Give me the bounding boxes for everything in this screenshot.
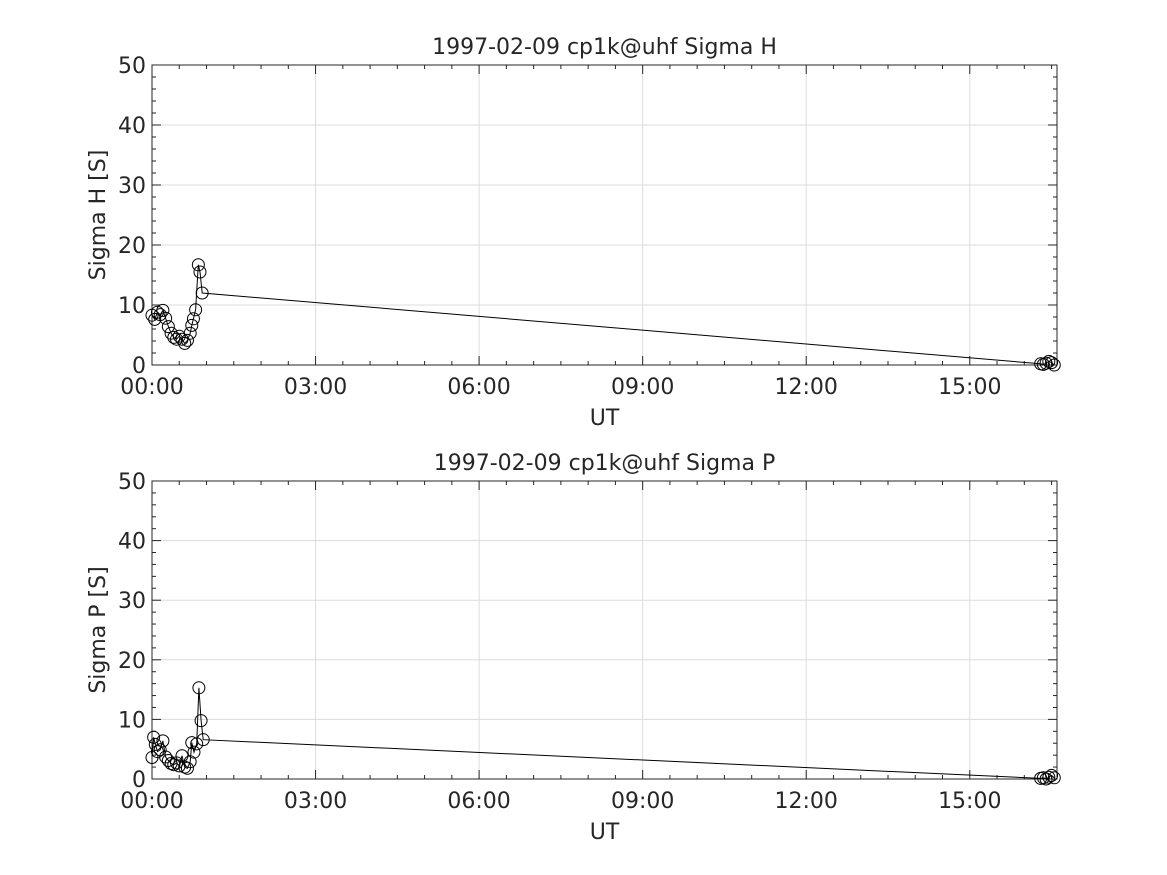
- data-point: [1045, 356, 1059, 370]
- series-line: [151, 264, 1055, 366]
- data-point: [193, 265, 207, 279]
- y-tick-label: 30: [118, 174, 146, 199]
- data-point: [196, 733, 210, 747]
- data-point: [195, 286, 209, 300]
- data-point: [185, 318, 199, 332]
- axes-frame: [151, 64, 1058, 366]
- data-point: [167, 330, 181, 344]
- data-point: [156, 734, 170, 748]
- y-tick-label: 50: [118, 470, 146, 495]
- x-tick-label: 03:00: [284, 375, 347, 400]
- x-tick-label: 12:00: [775, 375, 838, 400]
- y-tick-label: 50: [118, 54, 146, 79]
- data-point: [156, 303, 170, 317]
- data-point: [190, 737, 204, 751]
- x-tick-label: 12:00: [775, 789, 838, 814]
- data-point: [1042, 770, 1056, 784]
- y-tick-label: 20: [118, 234, 146, 259]
- data-point: [1045, 768, 1059, 782]
- data-point: [148, 737, 162, 751]
- y-tick-label: 40: [118, 114, 146, 139]
- data-point: [183, 755, 197, 769]
- y-tick-label: 20: [118, 649, 146, 674]
- x-tick-label: 03:00: [284, 789, 347, 814]
- x-tick-label: 09:00: [611, 375, 674, 400]
- x-tick-label: 15:00: [938, 789, 1001, 814]
- data-point: [180, 761, 194, 775]
- x-axis-label: UT: [590, 820, 620, 845]
- data-point: [1047, 771, 1061, 785]
- data-point: [192, 681, 206, 695]
- data-point: [194, 714, 208, 728]
- data-point: [159, 750, 173, 764]
- chart-title: 1997-02-09 cp1k@uhf Sigma P: [434, 451, 775, 476]
- data-point: [159, 311, 173, 325]
- x-tick-label: 15:00: [938, 375, 1001, 400]
- x-tick-label: 09:00: [611, 789, 674, 814]
- data-point: [167, 758, 181, 772]
- data-point: [178, 336, 192, 350]
- x-tick-label: 06:00: [447, 789, 510, 814]
- chart-title: 1997-02-09 cp1k@uhf Sigma H: [432, 35, 777, 60]
- axes-frame: [151, 480, 1058, 780]
- data-point: [1047, 358, 1061, 372]
- y-axis-label: Sigma P [S]: [86, 566, 111, 693]
- data-point: [187, 745, 201, 759]
- x-tick-label: 00:00: [120, 789, 183, 814]
- data-point: [180, 333, 194, 347]
- y-tick-label: 10: [118, 708, 146, 733]
- data-point: [1039, 356, 1053, 370]
- data-point: [183, 326, 197, 340]
- data-point: [186, 312, 200, 326]
- chart-panel-1: 0 10 20 30 40 50 00:00 03:00 06:00 09:00 12:00 15:0…: [86, 35, 1061, 431]
- y-tick-label: 30: [118, 589, 146, 614]
- chart-panel-2: 0 10 20 30 40 50 00:00 03:00 06:00 09:00 12:00 15:0…: [86, 451, 1061, 845]
- x-axis-label: UT: [590, 406, 620, 431]
- data-point: [161, 320, 175, 334]
- y-tick-label: 40: [118, 530, 146, 555]
- y-tick-label: 0: [132, 768, 146, 793]
- y-tick-label: 10: [118, 294, 146, 319]
- x-tick-label: 00:00: [120, 375, 183, 400]
- data-point: [170, 332, 184, 346]
- y-tick-label: 0: [132, 354, 146, 379]
- x-tick-label: 06:00: [447, 375, 510, 400]
- data-point: [189, 303, 203, 317]
- data-point: [147, 730, 161, 744]
- y-axis-label: Sigma H [S]: [86, 150, 111, 281]
- data-point: [191, 258, 205, 272]
- series-line: [151, 687, 1055, 780]
